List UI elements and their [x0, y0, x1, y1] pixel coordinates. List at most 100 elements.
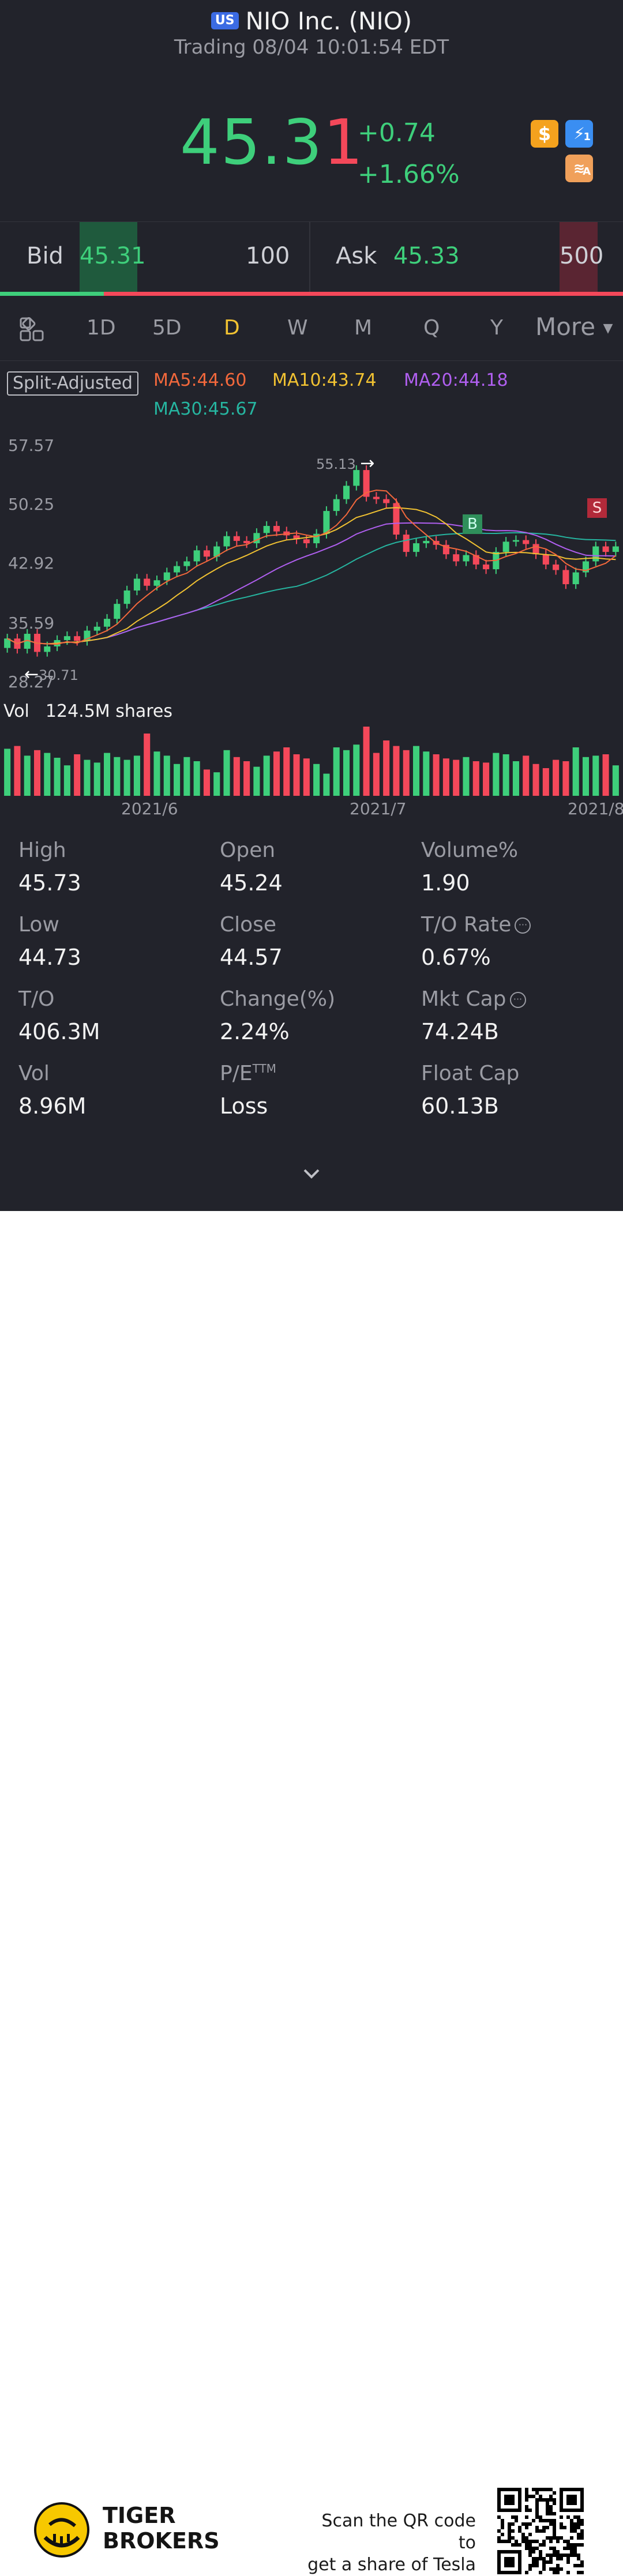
candle-body	[323, 511, 330, 534]
stat-turnover: T/O 406.3M	[18, 987, 100, 1044]
qr-module	[535, 2502, 539, 2505]
qr-module	[539, 2488, 542, 2491]
qr-module	[525, 2522, 528, 2526]
candle-body	[333, 499, 340, 512]
volume-chart[interactable]	[0, 724, 623, 796]
qr-module	[566, 2557, 570, 2560]
volume-bar	[472, 761, 479, 796]
last-price-main: 45.3	[180, 107, 324, 179]
volume-bar	[33, 750, 41, 796]
buy-marker[interactable]: B	[463, 514, 482, 534]
qr-module	[573, 2526, 577, 2529]
tab-1d[interactable]: 1D	[87, 316, 116, 340]
qr-module	[521, 2522, 525, 2526]
qr-module	[553, 2519, 556, 2522]
volume-bar	[383, 740, 390, 796]
qr-module	[570, 2547, 573, 2550]
qr-module	[525, 2540, 528, 2543]
candle-body	[532, 544, 539, 555]
qr-module	[546, 2519, 549, 2522]
qr-module	[501, 2540, 504, 2543]
qr-module	[528, 2533, 532, 2536]
volume-bar	[453, 759, 460, 796]
info-icon[interactable]: ···	[515, 917, 531, 934]
candle-body	[472, 555, 479, 565]
candle-body	[123, 590, 130, 604]
stock-title[interactable]: US NIO Inc. (NIO)	[0, 3, 623, 38]
tab-more[interactable]: More ▼	[535, 313, 613, 341]
volume-bar	[114, 757, 121, 796]
qr-module	[542, 2564, 546, 2567]
qr-module	[535, 2526, 539, 2529]
order-book[interactable]: Bid 45.31 100 Ask 45.33 500	[0, 221, 623, 292]
qr-module	[580, 2519, 584, 2522]
ma20-value: MA20:44.18	[404, 370, 508, 390]
lightning-icon[interactable]: ⚡ 1	[565, 120, 593, 148]
candle-body	[263, 526, 270, 533]
qr-module	[532, 2488, 535, 2491]
volume-bar	[24, 755, 31, 796]
qr-module	[501, 2519, 504, 2522]
qr-module	[535, 2498, 539, 2502]
stat-value: Loss	[220, 1093, 268, 1119]
qr-module	[560, 2557, 563, 2560]
chevron-down-icon[interactable]	[302, 1164, 321, 1183]
candle-body	[193, 550, 200, 562]
qr-module	[525, 2509, 528, 2512]
stat-float-cap: Float Cap 60.13B	[421, 1062, 519, 1119]
layers-icon[interactable]: ≋ A	[565, 155, 593, 182]
qr-module	[580, 2529, 584, 2533]
tab-5d[interactable]: 5D	[152, 316, 182, 340]
volume-bar	[84, 759, 91, 796]
volume-bar	[343, 750, 350, 796]
qr-module	[563, 2554, 566, 2557]
volume-bar	[54, 758, 61, 796]
tab-q[interactable]: Q	[423, 316, 440, 340]
qr-module	[535, 2529, 539, 2533]
volume-bar	[163, 755, 170, 796]
stat-volume: Vol 8.96M	[18, 1062, 86, 1119]
stat-label: T/O Rate ···	[421, 913, 531, 937]
qr-code[interactable]	[497, 2488, 584, 2574]
candle-body	[553, 564, 560, 570]
qr-module	[553, 2554, 556, 2557]
qr-module	[549, 2560, 553, 2564]
qr-module	[535, 2491, 539, 2495]
volume-bar	[393, 746, 400, 796]
tab-y[interactable]: Y	[490, 316, 503, 340]
candle-body	[253, 533, 260, 544]
qr-module	[553, 2547, 556, 2550]
stat-label: Mkt Cap ···	[421, 987, 526, 1011]
tab-d[interactable]: D	[224, 316, 240, 340]
qr-module	[508, 2533, 511, 2536]
candlestick-chart[interactable]	[0, 427, 623, 692]
info-icon[interactable]: ···	[509, 992, 526, 1008]
layout-grid-icon[interactable]	[20, 317, 45, 343]
stat-label: Float Cap	[421, 1062, 520, 1085]
qr-module	[570, 2529, 573, 2533]
tab-w[interactable]: W	[287, 316, 308, 340]
qr-module	[525, 2515, 528, 2519]
qr-module	[553, 2550, 556, 2554]
dollar-icon[interactable]: $	[531, 120, 558, 148]
volume-bar	[363, 727, 370, 796]
qr-module	[532, 2564, 535, 2567]
tab-m[interactable]: M	[354, 316, 373, 340]
volume-bar	[353, 744, 360, 796]
stat-value: 8.96M	[18, 1093, 87, 1119]
qr-module	[563, 2526, 566, 2529]
qr-module	[525, 2536, 528, 2540]
qr-module	[508, 2526, 511, 2529]
qr-module	[542, 2529, 546, 2533]
change-percent: +1.66%	[358, 160, 460, 189]
candle-body	[442, 544, 449, 555]
qr-module	[525, 2491, 528, 2495]
qr-module	[508, 2529, 511, 2533]
qr-module	[573, 2550, 577, 2554]
qr-module	[528, 2564, 532, 2567]
split-adjusted-toggle[interactable]: Split-Adjusted	[7, 371, 138, 396]
stat-volume-pct: Volume% 1.90	[421, 838, 518, 896]
volume-bar	[333, 747, 340, 796]
qr-module	[563, 2547, 566, 2550]
sell-marker[interactable]: S	[587, 498, 607, 518]
